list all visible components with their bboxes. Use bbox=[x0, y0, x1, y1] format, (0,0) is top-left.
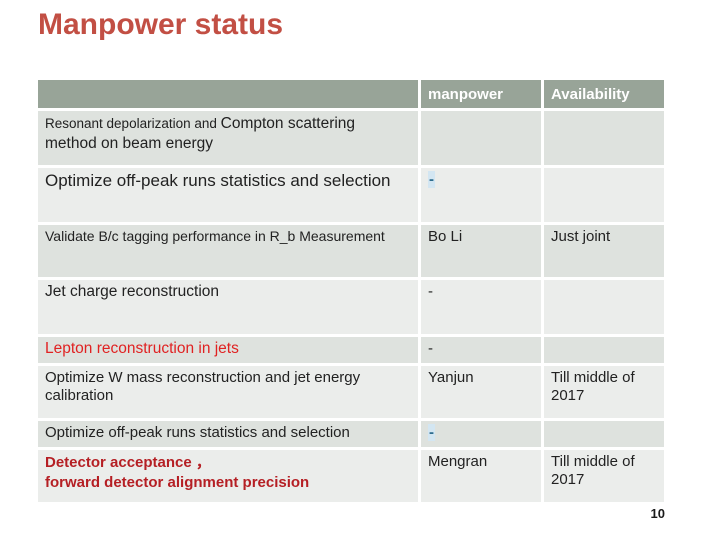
table-row-offpeak-runs-2: Optimize off-peak runs statistics and se… bbox=[38, 421, 664, 447]
availability-cell: Just joint bbox=[544, 225, 664, 277]
task-cell: Resonant depolarization and Compton scat… bbox=[38, 111, 418, 165]
manpower-cell: Yanjun bbox=[421, 366, 541, 418]
task-cell: Detector acceptance ， forward detector a… bbox=[38, 450, 418, 502]
manpower-cell bbox=[421, 111, 541, 165]
task-cell: Lepton reconstruction in jets bbox=[38, 337, 418, 363]
availability-cell bbox=[544, 168, 664, 222]
task-line-2: forward detector alignment precision bbox=[45, 474, 310, 492]
dash-teal: - bbox=[428, 171, 435, 188]
table-row-validate-bc-tagging: Validate B/c tagging performance in R_b … bbox=[38, 225, 664, 277]
manpower-cell: Bo Li bbox=[421, 225, 541, 277]
availability-cell: Till middle of 2017 bbox=[544, 366, 664, 418]
header-manpower: manpower bbox=[421, 80, 541, 108]
table-row-detector-acceptance: Detector acceptance ， forward detector a… bbox=[38, 450, 664, 502]
task-text-large: Compton scattering method on beam energy bbox=[45, 115, 356, 152]
table-header-row: manpower Availability bbox=[38, 80, 664, 108]
task-cell: Optimize W mass reconstruction and jet e… bbox=[38, 366, 418, 418]
dash: - bbox=[428, 283, 433, 300]
table-row-resonant-depolarization: Resonant depolarization and Compton scat… bbox=[38, 111, 664, 165]
manpower-cell: - bbox=[421, 337, 541, 363]
manpower-cell: Mengran bbox=[421, 450, 541, 502]
manpower-cell: - bbox=[421, 280, 541, 334]
dash: - bbox=[428, 340, 433, 357]
task-cell: Optimize off-peak runs statistics and se… bbox=[38, 421, 418, 447]
header-task bbox=[38, 80, 418, 108]
task-line-1: Detector acceptance ， bbox=[45, 454, 211, 471]
availability-cell bbox=[544, 421, 664, 447]
task-cell: Jet charge reconstruction bbox=[38, 280, 418, 334]
header-availability: Availability bbox=[544, 80, 664, 108]
availability-cell bbox=[544, 337, 664, 363]
availability-cell: Till middle of 2017 bbox=[544, 450, 664, 502]
dash-teal: - bbox=[428, 424, 435, 441]
manpower-cell: - bbox=[421, 421, 541, 447]
table-row-offpeak-runs-1: Optimize off-peak runs statistics and se… bbox=[38, 168, 664, 222]
table-row-w-mass-reconstruction: Optimize W mass reconstruction and jet e… bbox=[38, 366, 664, 418]
task-text-small: Resonant depolarization and bbox=[45, 116, 221, 131]
task-cell: Validate B/c tagging performance in R_b … bbox=[38, 225, 418, 277]
page-title: Manpower status bbox=[38, 8, 284, 41]
page-number: 10 bbox=[650, 506, 665, 521]
manpower-status-table: manpower Availability Resonant depolariz… bbox=[35, 77, 667, 505]
table-row-lepton-reconstruction: Lepton reconstruction in jets - bbox=[38, 337, 664, 363]
availability-cell bbox=[544, 280, 664, 334]
manpower-cell: - bbox=[421, 168, 541, 222]
availability-cell bbox=[544, 111, 664, 165]
task-cell: Optimize off-peak runs statistics and se… bbox=[38, 168, 418, 222]
table-row-jet-charge: Jet charge reconstruction - bbox=[38, 280, 664, 334]
